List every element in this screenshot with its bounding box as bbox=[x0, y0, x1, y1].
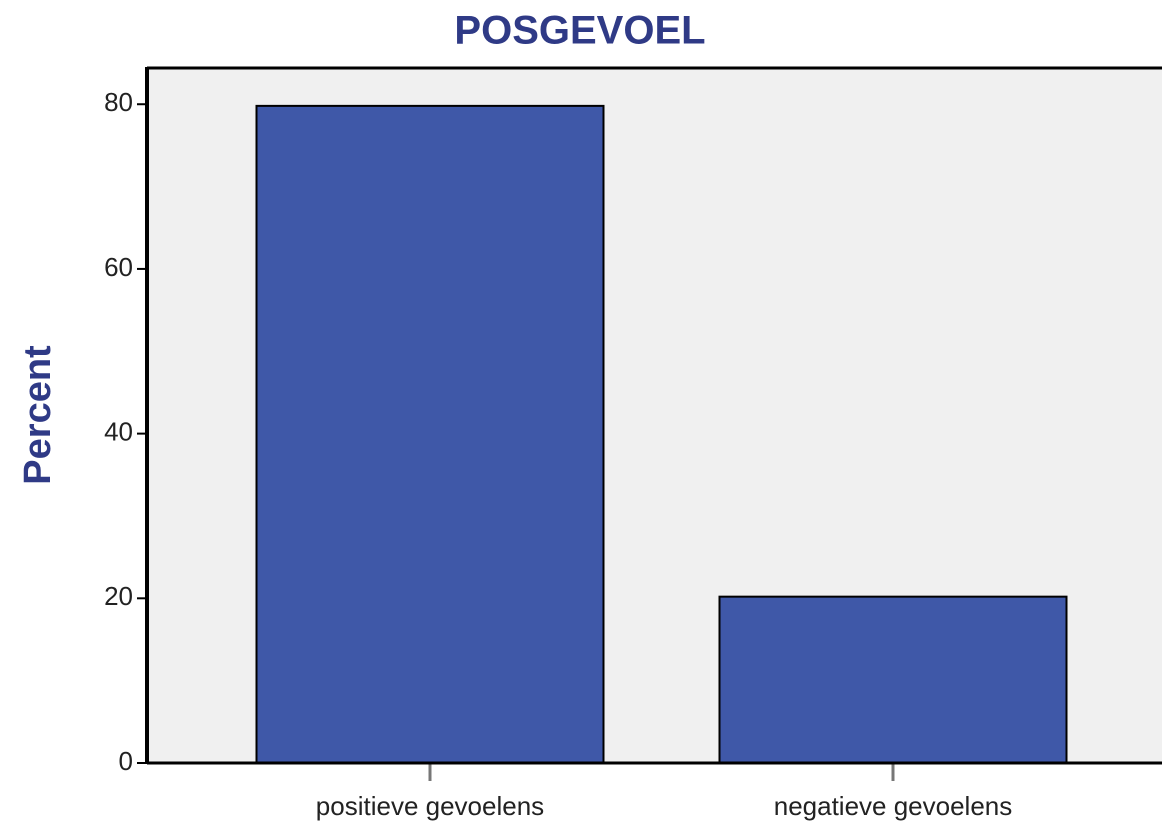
y-tick-label: 60 bbox=[104, 252, 133, 282]
y-tick-label: 0 bbox=[119, 746, 133, 776]
x-tick-label: negatieve gevoelens bbox=[774, 791, 1013, 821]
y-axis-label: Percent bbox=[17, 345, 59, 485]
chart-title: POSGEVOEL bbox=[454, 9, 705, 53]
bar bbox=[255, 104, 605, 764]
y-tick-label: 80 bbox=[104, 87, 133, 117]
x-tick-label: positieve gevoelens bbox=[316, 791, 544, 821]
y-tick-label: 20 bbox=[104, 581, 133, 611]
bar bbox=[718, 595, 1068, 764]
y-tick-label: 40 bbox=[104, 416, 133, 446]
